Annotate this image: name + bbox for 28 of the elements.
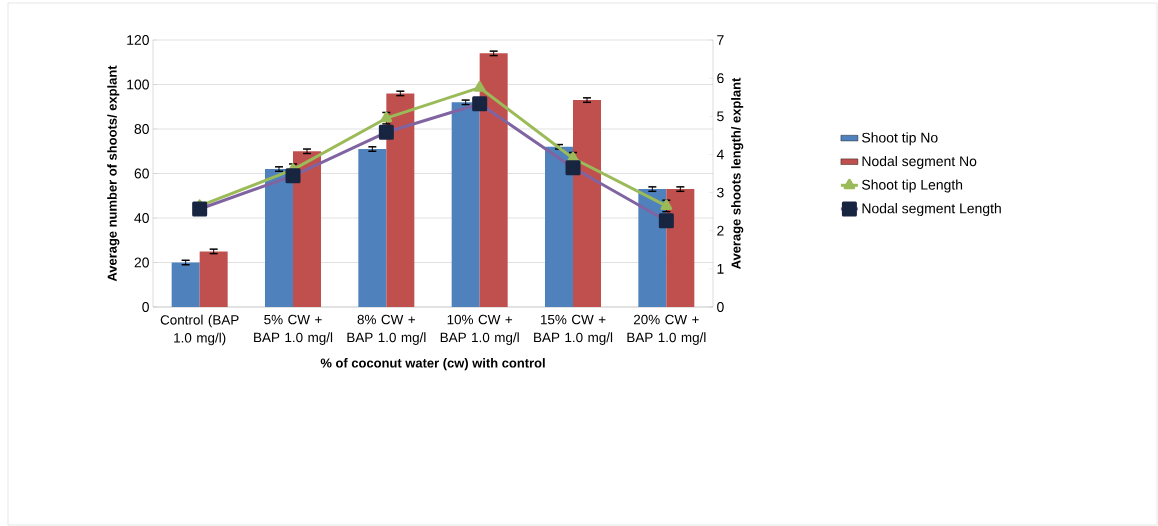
y-tick-label: 40 (134, 213, 149, 223)
y-tick-label: 120 (127, 35, 149, 45)
y2-tick-label: 2 (717, 225, 724, 236)
legend-label: Nodal segment No (862, 155, 977, 169)
y-tick-label: 0 (142, 302, 149, 312)
y-tick-label: 100 (127, 79, 149, 90)
y2-tick-label: 1 (717, 264, 724, 274)
x-tick-label: 20% CW + BAP 1.0 mg/l (627, 314, 706, 345)
x-axis-title: % of coconut water (cw) with control (320, 358, 545, 371)
y2-tick-label: 5 (717, 111, 724, 122)
y2-tick-label: 3 (717, 187, 724, 198)
y2-axis-title: Average shoots length/ explant (731, 77, 744, 270)
x-tick-label: 5% CW + BAP 1.0 mg/l (254, 314, 333, 345)
x-tick-label: 10% CW + BAP 1.0 mg/l (440, 314, 519, 345)
y-axis-title: Average number of shoots/ explant (107, 65, 120, 282)
legend-label: Shoot tip Length (862, 179, 963, 193)
y2-tick-label: 4 (716, 149, 724, 160)
y-tick-label: 20 (134, 257, 149, 268)
legend-label: Shoot tip No (862, 132, 938, 146)
y2-tick-label: 0 (717, 302, 724, 312)
y2-tick-label: 6 (717, 73, 724, 84)
y2-tick-label: 7 (717, 35, 724, 45)
y-tick-label: 80 (134, 124, 149, 134)
legend-label: Nodal segment Length (862, 203, 1001, 217)
x-tick-label: 15% CW + BAP 1.0 mg/l (534, 314, 613, 345)
x-tick-label: 8% CW + BAP 1.0 mg/l (347, 314, 426, 345)
x-tick-label: Control (BAP 1.0 mg/l) (160, 314, 239, 346)
y-tick-label: 60 (134, 168, 149, 179)
